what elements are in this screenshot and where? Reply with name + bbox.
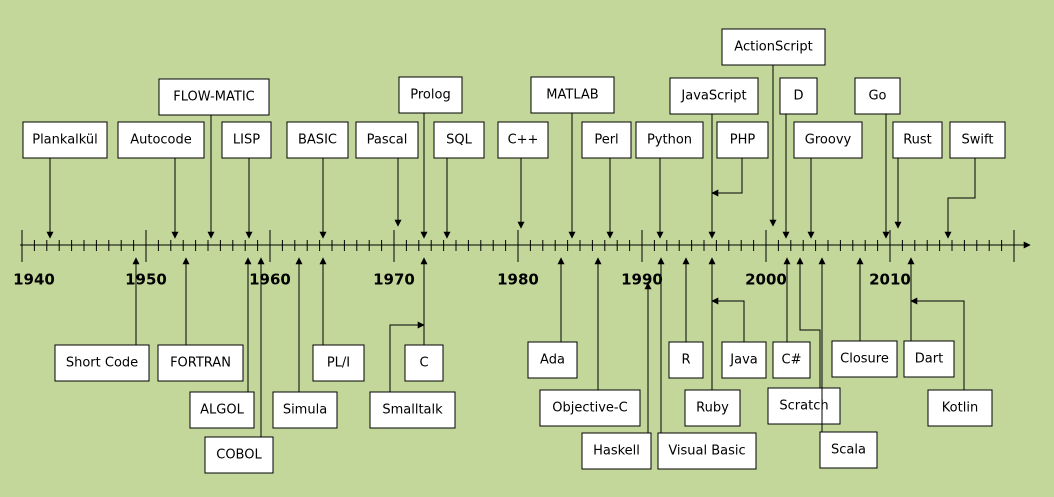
language-box — [635, 121, 704, 159]
language-box — [793, 121, 863, 159]
language-box — [286, 121, 349, 159]
language-label: C — [419, 356, 428, 371]
language-label: R — [681, 353, 690, 368]
language-label: Objective-C — [552, 401, 627, 416]
language-box — [903, 340, 955, 378]
arrow — [910, 297, 965, 390]
language-label: Ruby — [696, 401, 729, 416]
decade-label: 1980 — [497, 271, 539, 289]
language-label: FLOW-MATIC — [173, 90, 254, 105]
language-label: Visual Basic — [668, 444, 745, 459]
language-label: Dart — [915, 352, 943, 367]
language-label: C# — [782, 353, 802, 368]
decade-label: 2010 — [869, 271, 911, 289]
language-box — [539, 389, 641, 427]
language-box — [772, 341, 811, 379]
language-box — [369, 391, 456, 429]
arrow — [711, 297, 745, 342]
language-label: ActionScript — [734, 40, 812, 55]
language-label: SQL — [446, 133, 472, 148]
language-box — [819, 431, 878, 469]
language-box — [117, 121, 205, 159]
language-label: LISP — [233, 133, 260, 148]
language-box — [530, 76, 615, 114]
language-box — [716, 121, 769, 159]
arrow — [711, 158, 743, 197]
language-box — [668, 341, 704, 379]
language-label: Rust — [903, 133, 932, 148]
language-label: Smalltalk — [382, 403, 443, 418]
language-box — [527, 341, 578, 379]
language-box — [398, 76, 463, 114]
language-box — [497, 121, 549, 159]
language-box — [204, 436, 274, 474]
language-label: PHP — [730, 133, 756, 148]
language-box — [189, 391, 255, 429]
arrow — [389, 321, 425, 392]
language-box — [433, 121, 485, 159]
language-label: Simula — [283, 403, 327, 418]
language-label: C++ — [508, 133, 539, 148]
decade-label: 2000 — [745, 271, 787, 289]
decade-label: 1960 — [249, 271, 291, 289]
arrow — [944, 158, 976, 239]
language-box — [404, 344, 444, 382]
language-label: Prolog — [410, 88, 450, 103]
language-box — [54, 344, 150, 382]
decade-label: 1940 — [13, 271, 55, 289]
language-label: ALGOL — [200, 403, 244, 418]
language-box — [927, 389, 993, 427]
language-label: Pascal — [367, 133, 408, 148]
language-box — [767, 387, 841, 425]
language-label: Haskell — [593, 444, 640, 459]
language-label: Swift — [962, 133, 994, 148]
arrow — [796, 257, 821, 388]
language-label: Ada — [540, 353, 565, 368]
language-label: Kotlin — [942, 401, 978, 416]
language-label: Java — [729, 353, 757, 368]
language-label: FORTRAN — [170, 356, 231, 371]
language-box — [721, 28, 826, 66]
language-label: COBOL — [216, 448, 262, 463]
language-box — [355, 121, 419, 159]
language-label: MATLAB — [546, 88, 598, 103]
language-box — [157, 344, 244, 382]
language-label: Go — [868, 89, 886, 104]
language-label: Scratch — [779, 399, 828, 414]
decade-label: 1950 — [125, 271, 167, 289]
language-box — [854, 77, 901, 115]
language-label: Short Code — [66, 356, 138, 371]
decade-label: 1970 — [373, 271, 415, 289]
language-label: Autocode — [130, 133, 192, 148]
language-label: Plankalkül — [32, 133, 98, 148]
language-box — [949, 121, 1006, 159]
language-box — [272, 391, 338, 429]
language-label: Groovy — [805, 133, 852, 148]
language-box — [892, 121, 943, 159]
language-box — [831, 340, 898, 378]
language-label: BASIC — [298, 133, 337, 148]
language-box — [221, 121, 272, 159]
language-label: Scala — [831, 443, 866, 458]
language-box — [158, 78, 270, 116]
decade-label: 1990 — [621, 271, 663, 289]
language-box — [581, 121, 632, 159]
language-label: D — [793, 89, 803, 104]
language-box — [779, 77, 818, 115]
language-box — [312, 344, 365, 382]
language-box — [669, 77, 759, 115]
language-label: Closure — [840, 352, 889, 367]
language-box — [657, 432, 757, 470]
language-box — [581, 432, 652, 470]
language-box — [721, 341, 767, 379]
language-label: Python — [647, 133, 692, 148]
language-label: Perl — [594, 133, 618, 148]
language-label: JavaScript — [680, 89, 746, 104]
language-box — [684, 389, 741, 427]
language-box — [22, 121, 108, 159]
language-label: PL/I — [327, 356, 350, 371]
